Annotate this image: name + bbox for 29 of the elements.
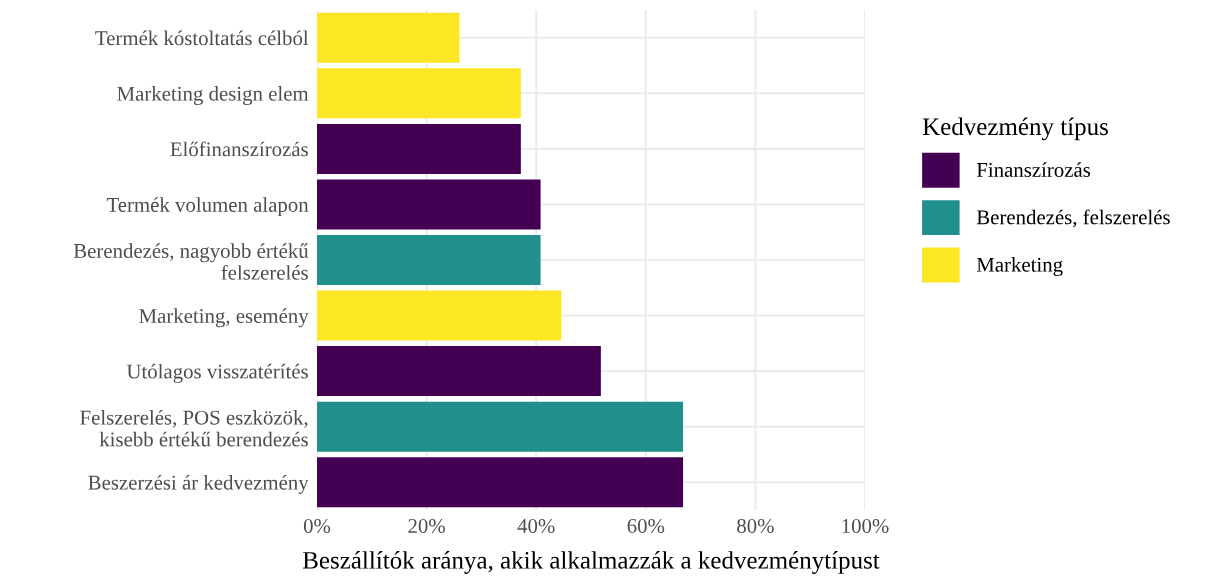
- legend-label: Berendezés, felszerelés: [976, 209, 1170, 228]
- y-tick-label: Termék volumen alapon: [106, 197, 309, 217]
- bar: [317, 401, 684, 452]
- y-tick-label: Előfinanszírozás: [170, 141, 308, 157]
- bar: [317, 123, 521, 174]
- bar: [317, 68, 521, 119]
- x-tick-label: 60%: [627, 518, 665, 534]
- bar: [317, 12, 460, 63]
- x-tick-label: 100%: [842, 518, 889, 534]
- y-tick-label: Marketing design elem: [117, 86, 309, 106]
- x-tick-label: 20%: [408, 518, 445, 534]
- y-tick-label: Termék kóstoltatás célból: [95, 30, 309, 46]
- bar: [317, 346, 601, 397]
- y-tick-label: Berendezés, nagyobb értékű felszerelés: [73, 243, 309, 280]
- bar: [317, 457, 684, 508]
- y-tick-label: Utólagos visszatérítés: [126, 363, 308, 383]
- bar: [317, 290, 562, 341]
- bar: [317, 235, 541, 285]
- x-axis-title: Beszállítók aránya, akik alkalmazzák a kedvezménytípust: [302, 551, 880, 574]
- bar: [317, 179, 541, 230]
- legend-title: Kedvezmény típus: [922, 117, 1108, 141]
- x-tick-label: 80%: [737, 518, 774, 534]
- x-tick-label: 0%: [303, 518, 331, 534]
- y-tick-label: Beszerzési ár kedvezmény: [88, 474, 309, 494]
- y-tick-label: Marketing, esemény: [139, 308, 309, 328]
- legend-label: Finanszírozás: [976, 162, 1091, 177]
- y-tick-label: Felszerelés, POS eszközök, kisebb értékű berendezés: [80, 409, 308, 447]
- legend-label: Marketing: [976, 257, 1063, 277]
- x-tick-label: 40%: [517, 518, 555, 534]
